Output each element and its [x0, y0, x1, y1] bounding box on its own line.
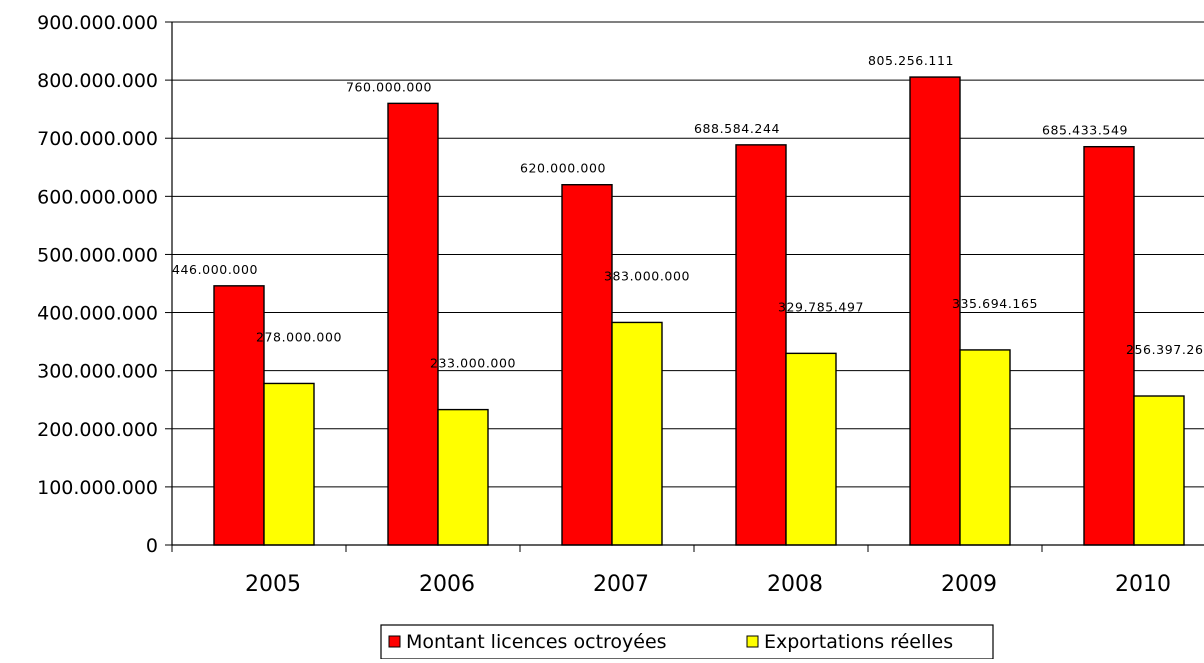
bar-exportations	[611, 321, 663, 546]
bar-exportations	[437, 408, 489, 546]
legend-swatch-exportations	[746, 635, 759, 648]
x-tick-label: 2006	[419, 572, 475, 597]
y-tick-label: 700.000.000	[37, 128, 158, 150]
bar-exportations	[785, 352, 837, 546]
legend-label-licences: Montant licences octroyées	[406, 631, 667, 653]
data-label: 685.433.549	[1042, 123, 1128, 138]
data-label: 329.785.497	[778, 299, 864, 314]
bar-exportations	[959, 349, 1011, 546]
y-tick-label: 300.000.000	[37, 361, 158, 383]
data-label: 335.694.165	[952, 296, 1038, 311]
data-label: 278.000.000	[256, 329, 342, 344]
gridlines	[172, 21, 1204, 488]
bar-licences	[909, 76, 961, 546]
bar-licences	[735, 144, 787, 546]
y-tick-label: 800.000.000	[37, 70, 158, 92]
y-tick-label: 100.000.000	[37, 477, 158, 499]
axes: 0 100.000.000 200.000.000 300.000.000 400.00…	[37, 12, 1204, 597]
y-tick-label: 600.000.000	[37, 186, 158, 208]
x-tick-label: 2005	[245, 572, 301, 597]
x-tick-label: 2007	[593, 572, 649, 597]
data-label: 805.256.111	[868, 53, 954, 68]
data-label: 620.000.000	[520, 161, 606, 176]
legend: Montant licences octroyées Exportations r…	[380, 624, 994, 660]
legend-label-exportations: Exportations réelles	[764, 631, 953, 653]
bar-licences	[1083, 145, 1135, 546]
data-label: 688.584.244	[694, 121, 780, 136]
y-tick-label: 500.000.000	[37, 244, 158, 266]
x-tick-label: 2008	[767, 572, 823, 597]
x-tick-label: 2009	[941, 572, 997, 597]
data-labels: 446.000.000 278.000.000 760.000.000 233.000…	[172, 53, 1204, 371]
data-label: 446.000.000	[172, 262, 258, 277]
y-tick-label: 0	[146, 535, 158, 557]
bar-licences	[561, 184, 613, 546]
y-tick-label: 200.000.000	[37, 419, 158, 441]
x-tick-label: 2010	[1115, 572, 1171, 597]
data-label: 256.397.265	[1126, 342, 1204, 357]
bar-licences	[387, 102, 439, 546]
legend-swatch-licences	[388, 635, 401, 648]
y-tick-label: 900.000.000	[37, 12, 158, 34]
data-label: 383.000.000	[604, 268, 690, 283]
data-label: 760.000.000	[346, 79, 432, 94]
bar-exportations	[263, 382, 315, 546]
bars	[213, 76, 1185, 546]
bar-exportations	[1133, 395, 1185, 546]
y-tick-label: 400.000.000	[37, 303, 158, 325]
bar-licences	[213, 285, 265, 546]
data-label: 233.000.000	[430, 356, 516, 371]
